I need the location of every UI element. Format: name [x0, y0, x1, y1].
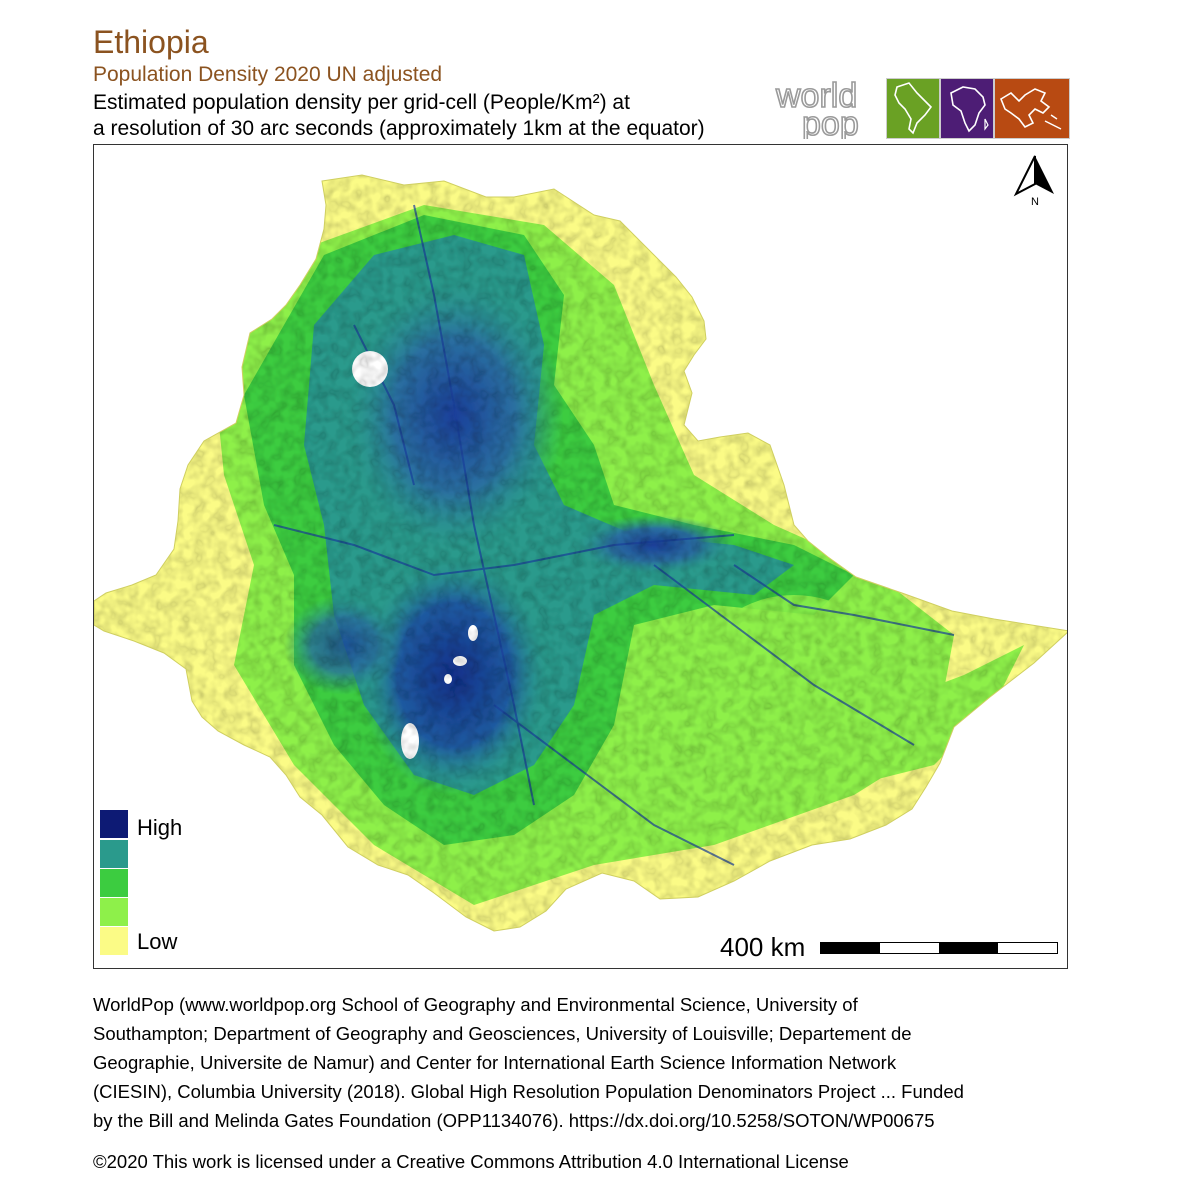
western-core [284, 595, 404, 695]
scale-label: 400 km [720, 932, 806, 962]
citation-text: WorldPop (www.worldpop.org School of Geo… [93, 990, 1093, 1135]
africa-tile [940, 78, 994, 139]
northern-highlands-core [344, 275, 564, 555]
legend-swatch-low [100, 927, 128, 955]
low-density-east [794, 645, 1024, 785]
lake-shala [444, 674, 452, 684]
settlement-corridors [273, 204, 955, 866]
legend-swatch-3 [100, 869, 128, 897]
lake-abaya [401, 723, 419, 759]
scale-bar: 400 km [720, 932, 1065, 966]
citation-line-3: Geographie, Universite de Namur) and Cen… [93, 1052, 897, 1073]
license-text: ©2020 This work is licensed under a Crea… [93, 1151, 849, 1172]
density-legend: High Low [100, 810, 250, 960]
lake-tana [352, 351, 388, 387]
citation-line-1: WorldPop (www.worldpop.org School of Geo… [93, 994, 858, 1015]
worldpop-logo: world pop [774, 77, 1070, 139]
asia-icon [1000, 88, 1062, 130]
north-label: N [1031, 196, 1039, 207]
lake-langano [453, 656, 467, 666]
south-america-icon [894, 82, 933, 135]
map-subtitle: Population Density 2020 UN adjusted [93, 63, 443, 86]
eastern-corridor-core [574, 515, 734, 575]
lake-ziway [468, 625, 478, 641]
map-title: Ethiopia [93, 24, 209, 60]
worldpop-wordmark: world pop [774, 77, 859, 139]
americas-tile [886, 78, 940, 139]
scale-bar-graphic [820, 942, 1058, 954]
legend-swatch-high [100, 810, 128, 838]
citation-line-5: by the Bill and Melinda Gates Foundation… [93, 1110, 935, 1131]
citation-line-2: Southampton; Department of Geography and… [93, 1023, 912, 1044]
legend-label-high: High [137, 815, 183, 840]
map-frame [93, 144, 1068, 969]
legend-swatch-2 [100, 840, 128, 868]
legend-swatch-4 [100, 898, 128, 926]
logo-word-top: world [775, 77, 857, 115]
map-description: Estimated population density per grid-ce… [93, 90, 813, 142]
description-line-2: a resolution of 30 arc seconds (approxim… [93, 117, 705, 140]
logo-word-bottom: pop [802, 105, 859, 139]
asia-tile [994, 78, 1070, 139]
description-line-1: Estimated population density per grid-ce… [93, 91, 630, 114]
citation-line-4: (CIESIN), Columbia University (2018). Gl… [93, 1081, 964, 1102]
population-density-map [94, 174, 1067, 932]
legend-label-low: Low [137, 929, 178, 954]
africa-icon [950, 86, 989, 133]
north-arrow-icon: N [1013, 155, 1054, 207]
